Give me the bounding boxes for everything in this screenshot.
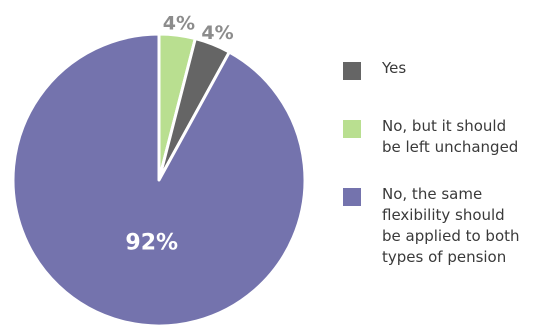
legend-swatch-no-same-flexibility (343, 188, 361, 206)
legend-label-no-same-flexibility: No, the same flexibility should be appli… (382, 185, 520, 266)
legend-swatch-no-unchanged (343, 120, 361, 138)
slice-no-same-flexibility (11, 32, 307, 327)
legend-label-no-unchanged: No, but it should be left unchanged (382, 117, 519, 156)
label-no-same-flexibility: 92% (125, 230, 178, 255)
legend-swatch-yes (343, 62, 361, 80)
legend-label-yes: Yes (382, 59, 407, 77)
label-no-unchanged: 4% (163, 12, 195, 34)
label-yes: 4% (201, 22, 233, 44)
